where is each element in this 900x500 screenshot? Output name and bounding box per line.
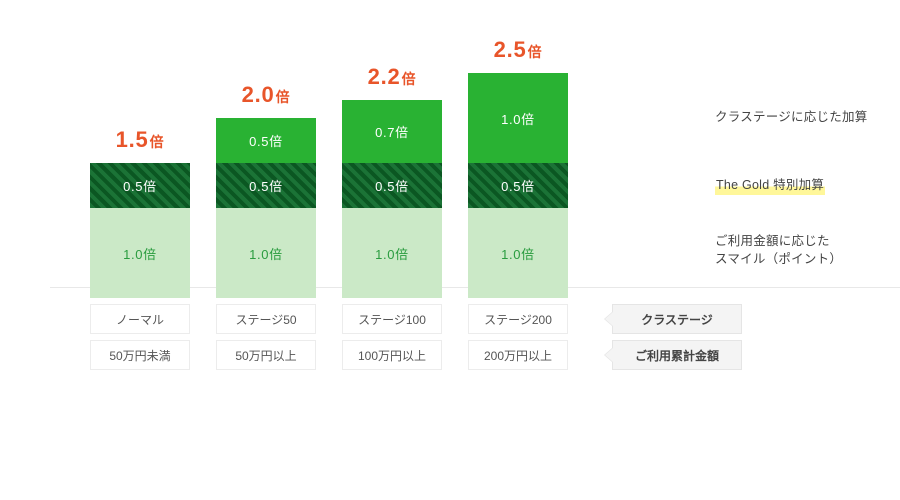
bar-top-unit: 倍: [528, 44, 543, 60]
axis-amount-cell: 100万円以上: [342, 340, 442, 370]
segment-gold: 0.5倍: [342, 163, 442, 208]
segment-base: 1.0倍: [342, 208, 442, 298]
bar-col-1: 2.0倍 0.5倍 0.5倍 1.0倍ステージ50 50万円以上: [216, 40, 316, 370]
segment-gold-value: 0.5倍: [249, 176, 283, 195]
segment-stage: 0.5倍: [216, 118, 316, 163]
bar-col-3: 2.5倍 1.0倍 0.5倍 1.0倍ステージ200 200万円以上: [468, 40, 568, 370]
bar-top-label: 2.5倍: [468, 37, 568, 63]
bar-top-unit: 倍: [276, 89, 291, 105]
legend-gold: The Gold 特別加算: [715, 176, 825, 195]
axis-key-stage: クラステージ: [612, 304, 742, 334]
bar-stack: 1.0倍 0.5倍 1.0倍: [468, 73, 568, 298]
segment-stage-value: 1.0倍: [501, 109, 535, 128]
bar-top-value: 2.0: [242, 82, 275, 107]
bar-top-label: 1.5倍: [90, 127, 190, 153]
axis-stage-cell: ステージ200: [468, 304, 568, 334]
segment-gold: 0.5倍: [90, 163, 190, 208]
segment-base: 1.0倍: [468, 208, 568, 298]
segment-stage: 1.0倍: [468, 73, 568, 163]
legend-base: ご利用金額に応じた スマイル（ポイント）: [715, 232, 842, 270]
axis-labels: ステージ50 50万円以上: [216, 304, 316, 370]
bar-stack: 0.5倍 0.5倍 1.0倍: [216, 118, 316, 298]
axis-labels: ノーマル 50万円未満: [90, 304, 190, 370]
bar-col-2: 2.2倍 0.7倍 0.5倍 1.0倍ステージ100 100万円以上: [342, 40, 442, 370]
bar-top-unit: 倍: [402, 71, 417, 87]
bar-top-value: 2.2: [368, 64, 401, 89]
axis-labels: ステージ200 200万円以上: [468, 304, 568, 370]
segment-base-value: 1.0倍: [249, 244, 283, 263]
axis-key-wrap: クラステージご利用累計金額: [594, 304, 742, 370]
bar-top-value: 2.5: [494, 37, 527, 62]
bar-top-label: 2.2倍: [342, 64, 442, 90]
legend-stage-text: クラステージに応じた加算: [715, 108, 868, 127]
axis-labels: ステージ100 100万円以上: [342, 304, 442, 370]
segment-base: 1.0倍: [216, 208, 316, 298]
segment-gold-value: 0.5倍: [123, 176, 157, 195]
axis-stage-cell: ステージ100: [342, 304, 442, 334]
bar-top-unit: 倍: [150, 134, 165, 150]
bar-top-label: 2.0倍: [216, 82, 316, 108]
segment-gold: 0.5倍: [468, 163, 568, 208]
axis-stage-cell: ステージ50: [216, 304, 316, 334]
axis-amount-cell: 200万円以上: [468, 340, 568, 370]
legend-stage: クラステージに応じた加算: [715, 108, 868, 127]
bar-stack: 0.5倍 1.0倍: [90, 163, 190, 298]
axis-amount-cell: 50万円未満: [90, 340, 190, 370]
bars-region: 1.5倍0.5倍1.0倍ノーマル50万円未満2.0倍0.5倍0.5倍1.0倍ステ…: [90, 40, 742, 370]
segment-stage-value: 0.7倍: [375, 122, 409, 141]
segment-base-value: 1.0倍: [375, 244, 409, 263]
segment-base: 1.0倍: [90, 208, 190, 298]
axis-stage-cell: ノーマル: [90, 304, 190, 334]
legend-gold-text: The Gold 特別加算: [715, 176, 825, 195]
legend-base-line1: ご利用金額に応じた: [715, 232, 830, 251]
bar-col-0: 1.5倍 0.5倍 1.0倍ノーマル 50万円未満: [90, 40, 190, 370]
axis-amount-cell: 50万円以上: [216, 340, 316, 370]
axis-key-amount: ご利用累計金額: [612, 340, 742, 370]
segment-gold-value: 0.5倍: [501, 176, 535, 195]
segment-stage-value: 0.5倍: [249, 131, 283, 150]
axis-key-column: クラステージご利用累計金額: [594, 40, 742, 370]
legend-base-line2: スマイル（ポイント）: [715, 250, 842, 269]
segment-gold-value: 0.5倍: [375, 176, 409, 195]
bar-top-value: 1.5: [116, 127, 149, 152]
bar-stack: 0.7倍 0.5倍 1.0倍: [342, 100, 442, 298]
segment-base-value: 1.0倍: [501, 244, 535, 263]
segment-base-value: 1.0倍: [123, 244, 157, 263]
plot-area: 1.5倍0.5倍1.0倍ノーマル50万円未満2.0倍0.5倍0.5倍1.0倍ステ…: [90, 40, 850, 370]
segment-gold: 0.5倍: [216, 163, 316, 208]
segment-stage: 0.7倍: [342, 100, 442, 163]
points-stage-chart: 1.5倍0.5倍1.0倍ノーマル50万円未満2.0倍0.5倍0.5倍1.0倍ステ…: [0, 0, 900, 500]
